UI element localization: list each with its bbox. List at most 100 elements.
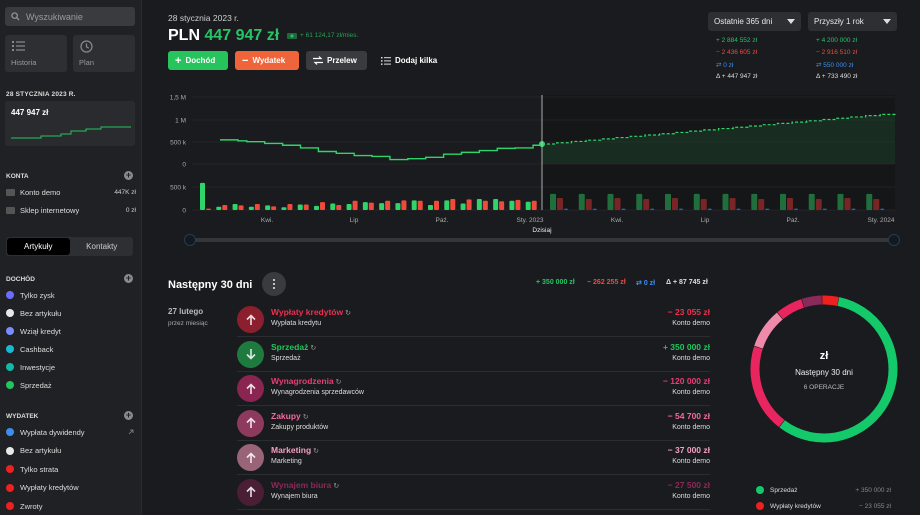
account-item[interactable]: Sklep internetowy 0 zł [6, 204, 136, 216]
transaction-row[interactable]: Zakupy ↻ Zakupy produktów − 54 700 zł Konto … [237, 407, 710, 441]
category-item[interactable]: Wziął kredyt [6, 325, 136, 337]
category-item[interactable]: Tylko strata [6, 463, 136, 475]
transaction-title: Wynajem biura ↻ [271, 480, 339, 490]
expense-bar [320, 202, 325, 210]
transaction-row[interactable]: Wynajem biura ↻ Wynajem biura − 27 500 zł Ko… [237, 476, 710, 510]
next30-donut-chart[interactable] [748, 293, 900, 445]
past-range-select[interactable]: Ostatnie 365 dni [708, 12, 801, 31]
transfer-bar-planned [794, 208, 798, 210]
expense-bar [368, 202, 374, 210]
y-tick-label: 0 [182, 208, 186, 215]
transaction-row[interactable]: Wynagrodzenia ↻ Wynagrodzenia sprzedawców −… [237, 372, 710, 406]
category-item[interactable]: Wypłaty kredytów [6, 482, 136, 494]
x-tick-label: Lip [701, 217, 710, 224]
transaction-subtitle: Zakupy produktów [271, 423, 329, 431]
transaction-row[interactable]: Marketing ↻ Marketing − 37 000 zł Konto demo [237, 441, 710, 475]
expense-bar [401, 200, 407, 210]
slider-start-handle[interactable] [184, 234, 196, 246]
x-tick-label: Kwi. [611, 217, 623, 224]
next30-income-sum: + 350 000 zł [536, 279, 575, 286]
expense-bar-planned [787, 198, 793, 210]
account-item[interactable]: Konto demo 447K zł [6, 186, 136, 198]
future-range-select[interactable]: Przyszły 1 rok [808, 12, 897, 31]
future-income-total: + 4 200 000 zł [816, 37, 858, 44]
transaction-title: Wypłaty kredytów ↻ [271, 307, 351, 317]
sidebar-date: 28 STYCZNIA 2023 R. [6, 91, 76, 98]
currency-code: PLN [168, 27, 200, 44]
income-bar [314, 205, 319, 210]
more-options-button[interactable] [262, 272, 286, 296]
cashflow-chart[interactable]: 1,5 M 1 M 500 k 0 500 k 0 Kwi. Lip Paź. Sty. 2023… [160, 88, 910, 238]
add-income-category-button[interactable]: + [124, 273, 133, 283]
category-item[interactable]: Bez artykułu [6, 445, 136, 457]
transaction-subtitle: Wypłata kredytu [271, 320, 322, 327]
transfer-button[interactable]: Przelew [306, 51, 367, 70]
expense-bar-planned [873, 198, 880, 210]
transaction-title: Sprzedaż ↻ [271, 342, 316, 352]
category-item[interactable]: Zwroty [6, 500, 136, 512]
add-account-button[interactable]: + [124, 170, 133, 180]
y-tick-label: 1 M [175, 118, 186, 125]
list-icon [12, 41, 25, 51]
mini-balance-sparkline [11, 126, 131, 139]
transaction-amount: − 37 000 zł [667, 445, 710, 455]
transfer-bar-planned [851, 208, 856, 210]
income-bar-planned [665, 193, 671, 210]
history-button[interactable]: Historia [5, 35, 67, 72]
legend-label: Sprzedaż [770, 486, 798, 494]
category-item[interactable]: Bez artykułu [6, 307, 136, 319]
main-balance: PLN 447 947 zł [168, 27, 279, 45]
list-icon [381, 56, 391, 65]
category-item[interactable]: Wypłata dywidendy [6, 426, 136, 438]
donut-segment[interactable] [748, 293, 900, 445]
transaction-title-text: Zakupy [271, 410, 301, 421]
link-icon: ⇄ [716, 62, 724, 69]
past-expense-total: − 2 436 605 zł [716, 49, 758, 56]
balance-line-future [542, 113, 896, 145]
category-item[interactable]: Cashback [6, 343, 136, 355]
transaction-title: Wynagrodzenia ↻ [271, 376, 342, 386]
category-dot [6, 446, 14, 455]
link-icon: ⇄ [636, 280, 644, 287]
transaction-amount: − 27 500 zł [667, 479, 710, 490]
category-dot [6, 363, 14, 371]
donut-count: 6 OPERACJE [803, 384, 845, 391]
transaction-row[interactable]: Sprzedaż ↻ Sprzedaż + 350 000 zł Konto demo [237, 338, 710, 372]
sidebar-tabs: Artykuły Kontakty [6, 237, 133, 256]
income-bar-planned [550, 193, 556, 210]
transaction-account: Konto demo [672, 458, 710, 465]
add-expense-button[interactable]: − Wydatek [235, 51, 299, 70]
add-many-button[interactable]: Dodaj kilka [374, 51, 448, 70]
category-dot [6, 381, 14, 389]
legend-label: Wypłaty kredytów [770, 502, 821, 510]
category-label: Wypłata dywidendy [20, 427, 85, 437]
income-bar [248, 206, 254, 210]
expense-bar [450, 198, 456, 210]
category-item[interactable]: Inwestycje [6, 361, 136, 373]
donut-title: Następny 30 dni [795, 368, 853, 377]
transaction-row[interactable]: Wypłaty kredytów ↻ Wypłata kredytu − 23 055… [237, 303, 710, 337]
tab-articles[interactable]: Artykuły [7, 238, 70, 255]
transfer-bar-planned [707, 208, 712, 210]
transaction-account: Konto demo [672, 492, 710, 500]
slider-end-handle[interactable] [888, 234, 900, 246]
category-dot [6, 309, 14, 317]
transfer-bar-planned [650, 208, 655, 210]
past-delta: Δ + 447 947 zł [716, 73, 758, 80]
category-item[interactable]: Tylko zysk [6, 289, 136, 301]
search-input[interactable]: Wyszukiwanie [5, 7, 135, 26]
category-item[interactable]: Sprzedaż [6, 379, 136, 391]
add-expense-category-button[interactable]: + [124, 410, 133, 420]
expense-bar [336, 204, 342, 210]
accounts-heading: KONTA [6, 173, 29, 180]
donut-segment[interactable] [748, 293, 900, 445]
add-income-button[interactable]: + Dochód [168, 51, 228, 70]
expense-bar [417, 200, 423, 210]
sidebar-balance-card[interactable]: 447 947 zł [5, 101, 135, 146]
y-tick-label: 500 k [170, 185, 187, 192]
transaction-amount: + 350 000 zł [662, 341, 710, 352]
tab-contacts[interactable]: Kontakty [86, 242, 118, 251]
income-bar [362, 202, 368, 210]
timeline-slider[interactable] [184, 234, 900, 246]
plan-button[interactable]: Plan [73, 35, 135, 72]
